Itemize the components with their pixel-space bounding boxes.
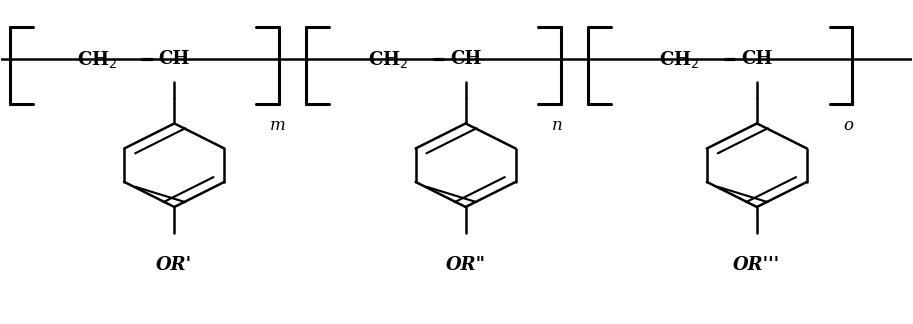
Text: CH$_2$: CH$_2$ [77,49,117,70]
Text: o: o [844,117,854,134]
Text: n: n [552,117,562,134]
Text: CH$_2$: CH$_2$ [659,49,699,70]
Text: OR": OR" [446,256,486,274]
Text: CH: CH [741,50,772,68]
Text: OR''': OR''' [733,256,781,274]
Text: OR': OR' [156,256,193,274]
Text: CH: CH [159,50,190,68]
Text: m: m [270,117,286,134]
Text: CH$_2$: CH$_2$ [368,49,408,70]
Text: CH: CH [450,50,481,68]
